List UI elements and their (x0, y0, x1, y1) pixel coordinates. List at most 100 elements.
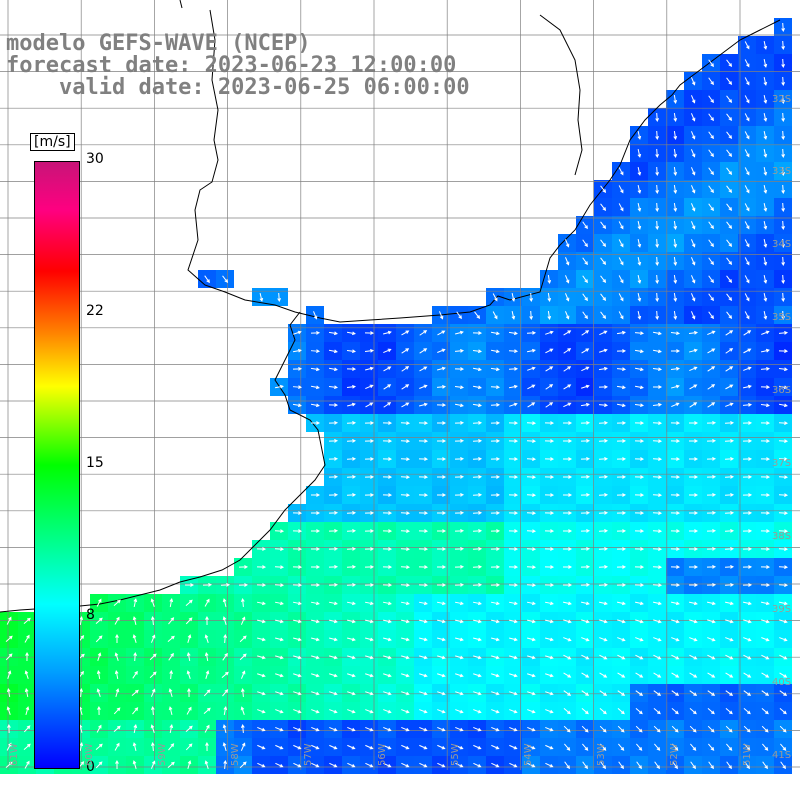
wind-arrow (563, 330, 572, 336)
wind-arrow (257, 673, 266, 678)
wind-arrow (563, 690, 572, 696)
wind-arrow (25, 651, 29, 662)
wind-arrow (743, 366, 752, 371)
wind-arrow (169, 598, 174, 608)
wind-arrow (652, 529, 663, 533)
colorbar-tick: 0 (86, 759, 95, 775)
wind-arrow (490, 493, 501, 497)
wind-arrow (778, 493, 789, 497)
wind-arrow (436, 403, 447, 407)
lon-label: 54W (523, 743, 534, 766)
wind-arrow (689, 402, 698, 408)
wind-arrow (221, 671, 229, 678)
wind-arrow (744, 167, 750, 176)
wind-arrow (760, 457, 771, 461)
wind-arrow (526, 547, 537, 551)
wind-arrow (257, 762, 266, 768)
wind-arrow (742, 511, 753, 515)
wind-arrow (688, 330, 699, 335)
wind-arrow (365, 655, 374, 660)
wind-arrow (763, 58, 768, 68)
wind-arrow (365, 384, 374, 390)
wind-arrow (781, 184, 785, 195)
wind-arrow (204, 724, 210, 733)
wind-arrow (689, 348, 698, 353)
wind-arrow (490, 403, 501, 407)
colorbar-tick: 22 (86, 303, 104, 319)
wind-arrow (5, 761, 13, 769)
wind-arrow (240, 723, 245, 734)
wind-arrow (762, 761, 768, 770)
wind-arrow (760, 348, 770, 353)
wind-arrow (763, 40, 768, 50)
wind-arrow (419, 348, 428, 354)
wind-arrow (401, 691, 410, 696)
wind-arrow (472, 601, 482, 606)
wind-arrow (760, 385, 771, 389)
wind-arrow (689, 384, 698, 390)
wind-arrow (6, 742, 12, 751)
wind-arrow (508, 439, 519, 443)
colorbar-tick: 15 (86, 455, 104, 471)
wind-arrow (167, 761, 175, 768)
wind-arrow (580, 457, 591, 461)
wind-arrow (274, 601, 284, 606)
wind-arrow (726, 131, 733, 139)
wind-arrow (455, 655, 464, 660)
wind-arrow (600, 761, 606, 770)
wind-arrow (781, 220, 785, 231)
wind-arrow (113, 599, 121, 607)
wind-arrow (310, 583, 321, 587)
wind-arrow (744, 311, 750, 320)
wind-arrow (670, 547, 681, 551)
wind-arrow (652, 331, 662, 336)
wind-arrow (652, 402, 663, 407)
wind-arrow (672, 743, 679, 751)
wind-arrow (673, 256, 678, 266)
wind-arrow (616, 547, 627, 551)
wind-arrow (220, 583, 231, 587)
wind-arrow (256, 619, 266, 624)
wind-arrow (526, 475, 537, 479)
wind-arrow (598, 457, 609, 461)
wind-arrow (364, 547, 375, 551)
wind-arrow (580, 547, 591, 551)
wind-arrow (238, 583, 249, 587)
wind-arrow (401, 744, 410, 750)
wind-arrow (310, 403, 320, 408)
wind-arrow (240, 687, 245, 698)
wind-arrow (652, 565, 663, 569)
wind-arrow (382, 475, 393, 479)
wind-arrow (544, 511, 555, 515)
wind-arrow (545, 762, 554, 768)
wind-arrow (133, 724, 138, 734)
lon-label: 59W (157, 743, 168, 766)
wind-arrow (364, 348, 375, 353)
wind-arrow (673, 220, 678, 230)
wind-arrow (472, 565, 483, 569)
wind-arrow (329, 637, 338, 642)
wind-arrow (654, 743, 661, 751)
wind-arrow (292, 529, 303, 533)
wind-arrow (725, 330, 734, 336)
wind-arrow (743, 637, 752, 642)
wind-arrow (293, 744, 302, 750)
wind-arrow (544, 583, 555, 587)
lat-label: 36S (772, 385, 792, 396)
wind-arrow (186, 706, 192, 715)
wind-arrow (690, 167, 696, 176)
wind-arrow (545, 330, 554, 335)
wind-arrow (5, 635, 13, 643)
wind-arrow (473, 691, 482, 696)
wind-arrow (132, 742, 137, 752)
wind-arrow (293, 637, 302, 642)
wind-arrow (763, 76, 768, 86)
lon-label: 57W (303, 743, 314, 766)
wind-arrow (401, 673, 410, 678)
wind-arrow (652, 439, 663, 443)
wind-arrow (778, 583, 789, 587)
wind-arrow (168, 688, 173, 697)
wind-arrow (598, 529, 609, 533)
wind-arrow (418, 421, 429, 425)
wind-arrow (544, 421, 555, 425)
